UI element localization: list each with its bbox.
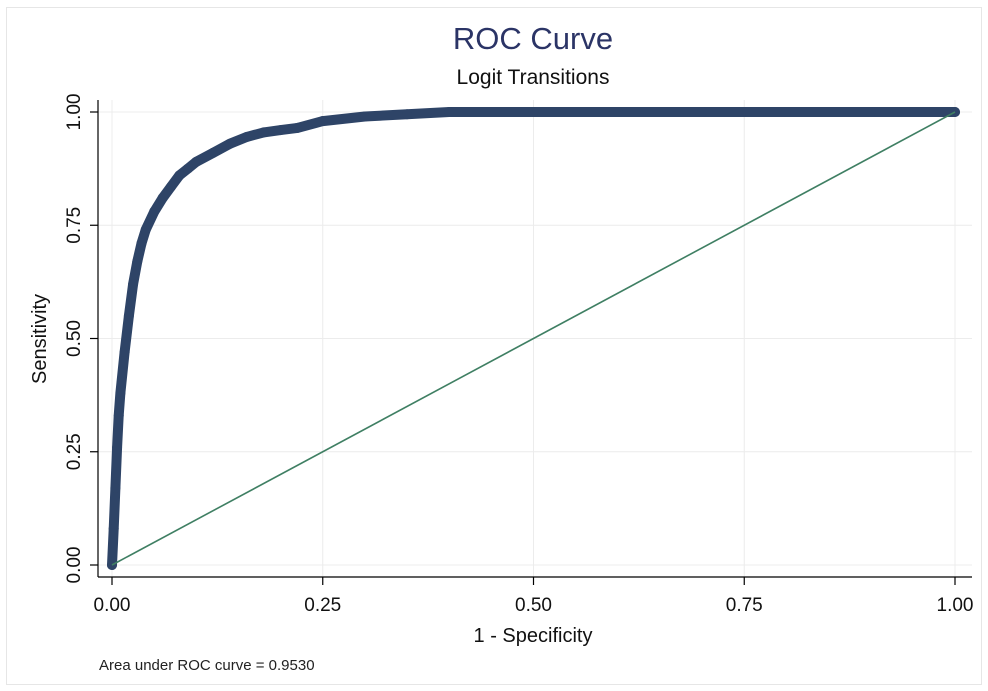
y-axis-ticks: 0.00 0.25 0.50 0.75 1.00 xyxy=(64,94,98,584)
x-axis-ticks: 0.00 0.25 0.50 0.75 1.00 xyxy=(94,577,974,616)
roc-point xyxy=(781,107,792,117)
roc-point xyxy=(612,107,623,117)
chart-subtitle: Logit Transitions xyxy=(457,66,610,89)
roc-point xyxy=(136,238,147,249)
roc-point xyxy=(258,127,269,138)
roc-point xyxy=(182,163,193,174)
roc-point xyxy=(110,482,121,493)
roc-point xyxy=(123,310,134,321)
series-layer xyxy=(107,107,960,570)
reference-line xyxy=(111,111,956,566)
y-tick-label: 0.50 xyxy=(64,320,85,357)
roc-point xyxy=(191,156,202,167)
chart-title: ROC Curve xyxy=(453,21,613,56)
roc-point xyxy=(697,107,708,117)
y-tick-label: 0.75 xyxy=(64,207,85,244)
roc-point xyxy=(528,107,539,117)
roc-point xyxy=(132,256,143,267)
y-tick-label: 1.00 xyxy=(64,94,85,131)
x-tick-label: 0.50 xyxy=(515,595,552,616)
roc-point xyxy=(275,125,286,136)
roc-point xyxy=(108,523,119,534)
roc-point xyxy=(115,387,126,398)
roc-curve xyxy=(107,107,960,570)
x-axis-title: 1 - Specificity xyxy=(474,625,593,647)
roc-point xyxy=(128,279,139,290)
roc-point xyxy=(112,442,123,453)
roc-point xyxy=(241,131,252,142)
roc-point xyxy=(157,193,168,204)
roc-point xyxy=(402,109,413,120)
roc-point xyxy=(149,206,160,217)
roc-point xyxy=(317,116,328,127)
y-tick-label: 0.25 xyxy=(64,433,85,470)
roc-point xyxy=(166,181,177,192)
roc-point xyxy=(359,111,370,122)
roc-point xyxy=(140,224,151,235)
y-axis-title: Sensitivity xyxy=(29,294,51,384)
roc-point xyxy=(174,170,185,181)
x-tick-label: 1.00 xyxy=(937,595,974,616)
x-tick-label: 0.25 xyxy=(304,595,341,616)
roc-point xyxy=(444,107,455,117)
y-tick-label: 0.00 xyxy=(64,547,85,584)
chart-frame xyxy=(6,7,982,685)
roc-point xyxy=(865,107,876,117)
auc-note: Area under ROC curve = 0.9530 xyxy=(99,657,315,674)
roc-point xyxy=(113,410,124,421)
roc-point xyxy=(225,138,236,149)
roc-point xyxy=(292,122,303,133)
x-tick-label: 0.75 xyxy=(726,595,763,616)
roc-point xyxy=(119,347,130,358)
roc-point xyxy=(208,147,219,158)
x-tick-label: 0.00 xyxy=(94,595,131,616)
